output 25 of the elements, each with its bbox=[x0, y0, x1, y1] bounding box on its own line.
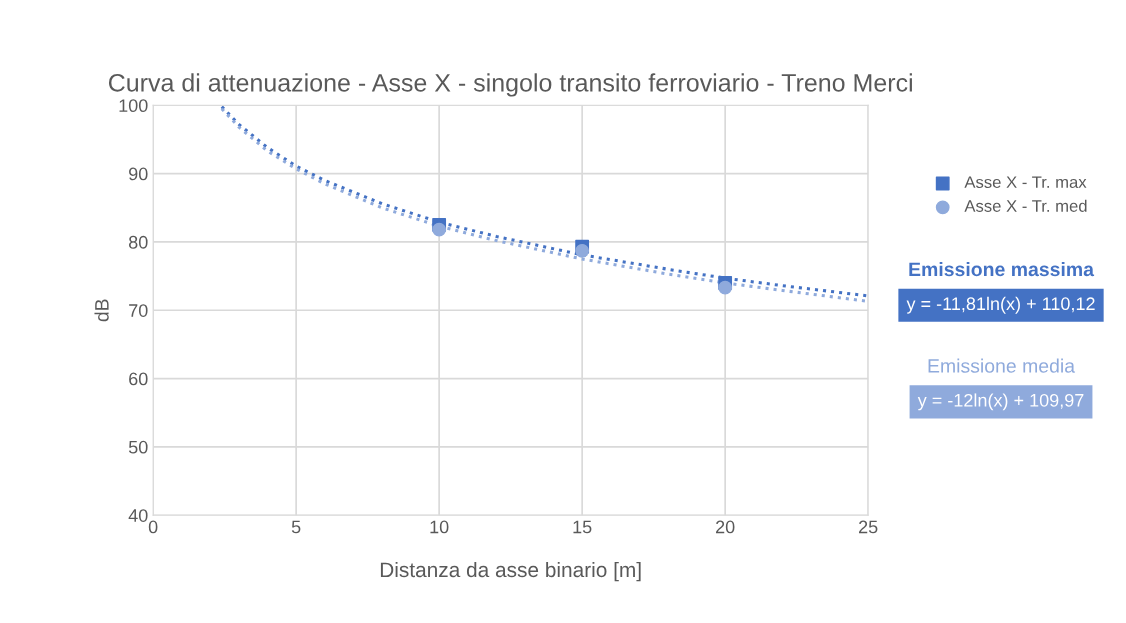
text: y = -11,81ln(x) + 110,12 bbox=[906, 296, 1095, 314]
y-axis-title: dB bbox=[94, 299, 109, 322]
y-tick-label: 100 bbox=[119, 99, 148, 113]
y-tick-label: 90 bbox=[129, 167, 148, 181]
x-tick-label: 10 bbox=[430, 520, 449, 534]
text: Emissione media bbox=[928, 358, 1076, 373]
x-tick-label: 20 bbox=[716, 520, 735, 534]
chart-title: Curva di attenuazione - Asse X - singolo transito ferroviario - Treno Merci bbox=[108, 73, 912, 97]
y-tick-label: 60 bbox=[129, 372, 148, 386]
legend-label: Asse X - Tr. med bbox=[964, 199, 1087, 212]
y-tick-label: 70 bbox=[129, 304, 148, 317]
y-tick-label: 80 bbox=[128, 235, 148, 249]
x-tick-label: 5 bbox=[291, 520, 301, 534]
x-tick-label: 0 bbox=[148, 520, 158, 534]
x-tick-label: 15 bbox=[573, 520, 592, 534]
x-axis-title: Distanza da asse binario [m] bbox=[380, 561, 641, 582]
y-tick-label: 50 bbox=[128, 440, 148, 454]
point bbox=[575, 243, 590, 258]
text: y = -12ln(x) + 109,97 bbox=[917, 393, 1084, 411]
point bbox=[432, 222, 447, 237]
point bbox=[718, 280, 733, 295]
text: Emissione massima bbox=[909, 261, 1095, 277]
y-tick-label: 40 bbox=[128, 509, 148, 522]
legend-label: Asse X - Tr. max bbox=[964, 176, 1087, 189]
x-tick-label: 25 bbox=[859, 520, 878, 534]
